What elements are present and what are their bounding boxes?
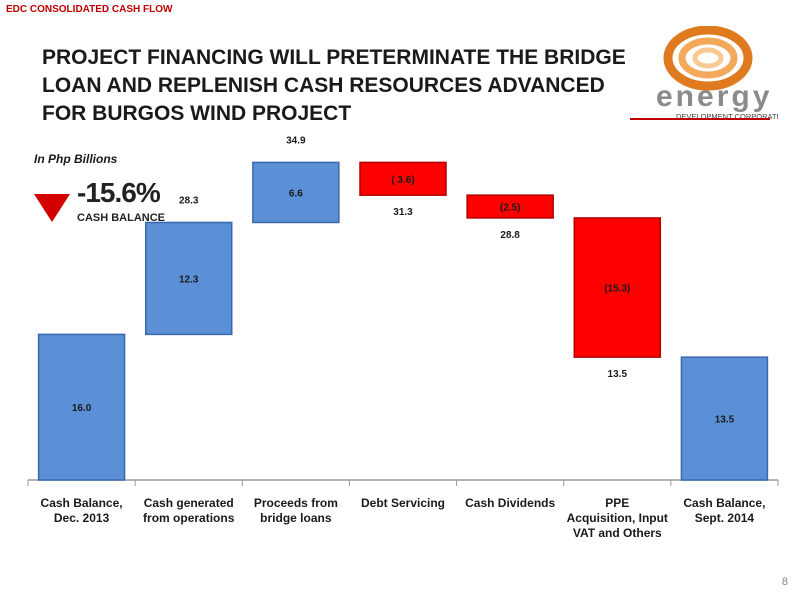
callout-value: -15.6%	[77, 177, 161, 208]
bar-value-label: (15.3)	[604, 284, 630, 295]
logo-rings-icon	[663, 26, 753, 91]
page-title: PROJECT FINANCING WILL PRETERMINATE THE …	[42, 46, 626, 125]
bar-value-label: 16.0	[72, 403, 92, 414]
x-tick-label: Dec. 2013	[54, 511, 110, 525]
logo-word: energy	[656, 80, 772, 113]
bar-value-label: 12.3	[179, 274, 199, 285]
section-label: EDC CONSOLIDATED CASH FLOW	[6, 4, 173, 15]
title-rule	[630, 118, 770, 120]
x-tick-label: Acquisition, Input	[567, 511, 668, 525]
waterfall-bar	[680, 356, 769, 481]
x-tick-label: Debt Servicing	[361, 496, 445, 510]
x-tick-label: Proceeds from	[254, 496, 338, 510]
x-tick-label: from operations	[143, 511, 235, 525]
waterfall-bar	[144, 221, 233, 336]
bar-value-label: ( 3.6)	[391, 175, 414, 186]
x-tick-label: Cash Balance,	[41, 496, 123, 510]
x-tick-label: Sept. 2014	[695, 511, 755, 525]
waterfall-bar	[37, 333, 126, 481]
bar-value-label: (2.5)	[500, 203, 521, 214]
x-tick-label: Cash generated	[144, 496, 234, 510]
waterfall-bar	[359, 161, 447, 196]
down-triangle-icon	[34, 194, 70, 222]
running-total-label: 28.3	[179, 195, 199, 206]
running-total-label: 34.9	[286, 135, 306, 146]
x-tick-label: Cash Balance,	[683, 496, 765, 510]
waterfall-bar	[573, 217, 662, 358]
bar-value-label: 6.6	[289, 188, 303, 199]
bar-value-label: 13.5	[715, 415, 735, 426]
logo-subtext: DEVELOPMENT CORPORATION	[676, 112, 778, 121]
x-tick-label: VAT and Others	[573, 526, 662, 540]
waterfall-bar	[466, 194, 554, 219]
callout-label: CASH BALANCE	[77, 212, 165, 224]
x-tick-label: bridge loans	[260, 511, 332, 525]
running-total-label: 31.3	[393, 207, 413, 218]
page-number: 8	[781, 576, 788, 588]
company-logo: energy DEVELOPMENT CORPORATION	[656, 26, 778, 121]
x-tick-label: Cash Dividends	[465, 496, 555, 510]
waterfall-bar	[252, 161, 340, 224]
running-total-label: 13.5	[608, 369, 628, 380]
units-label: In Php Billions	[34, 152, 118, 166]
running-total-label: 28.8	[500, 230, 520, 241]
x-tick-label: PPE	[605, 496, 629, 510]
